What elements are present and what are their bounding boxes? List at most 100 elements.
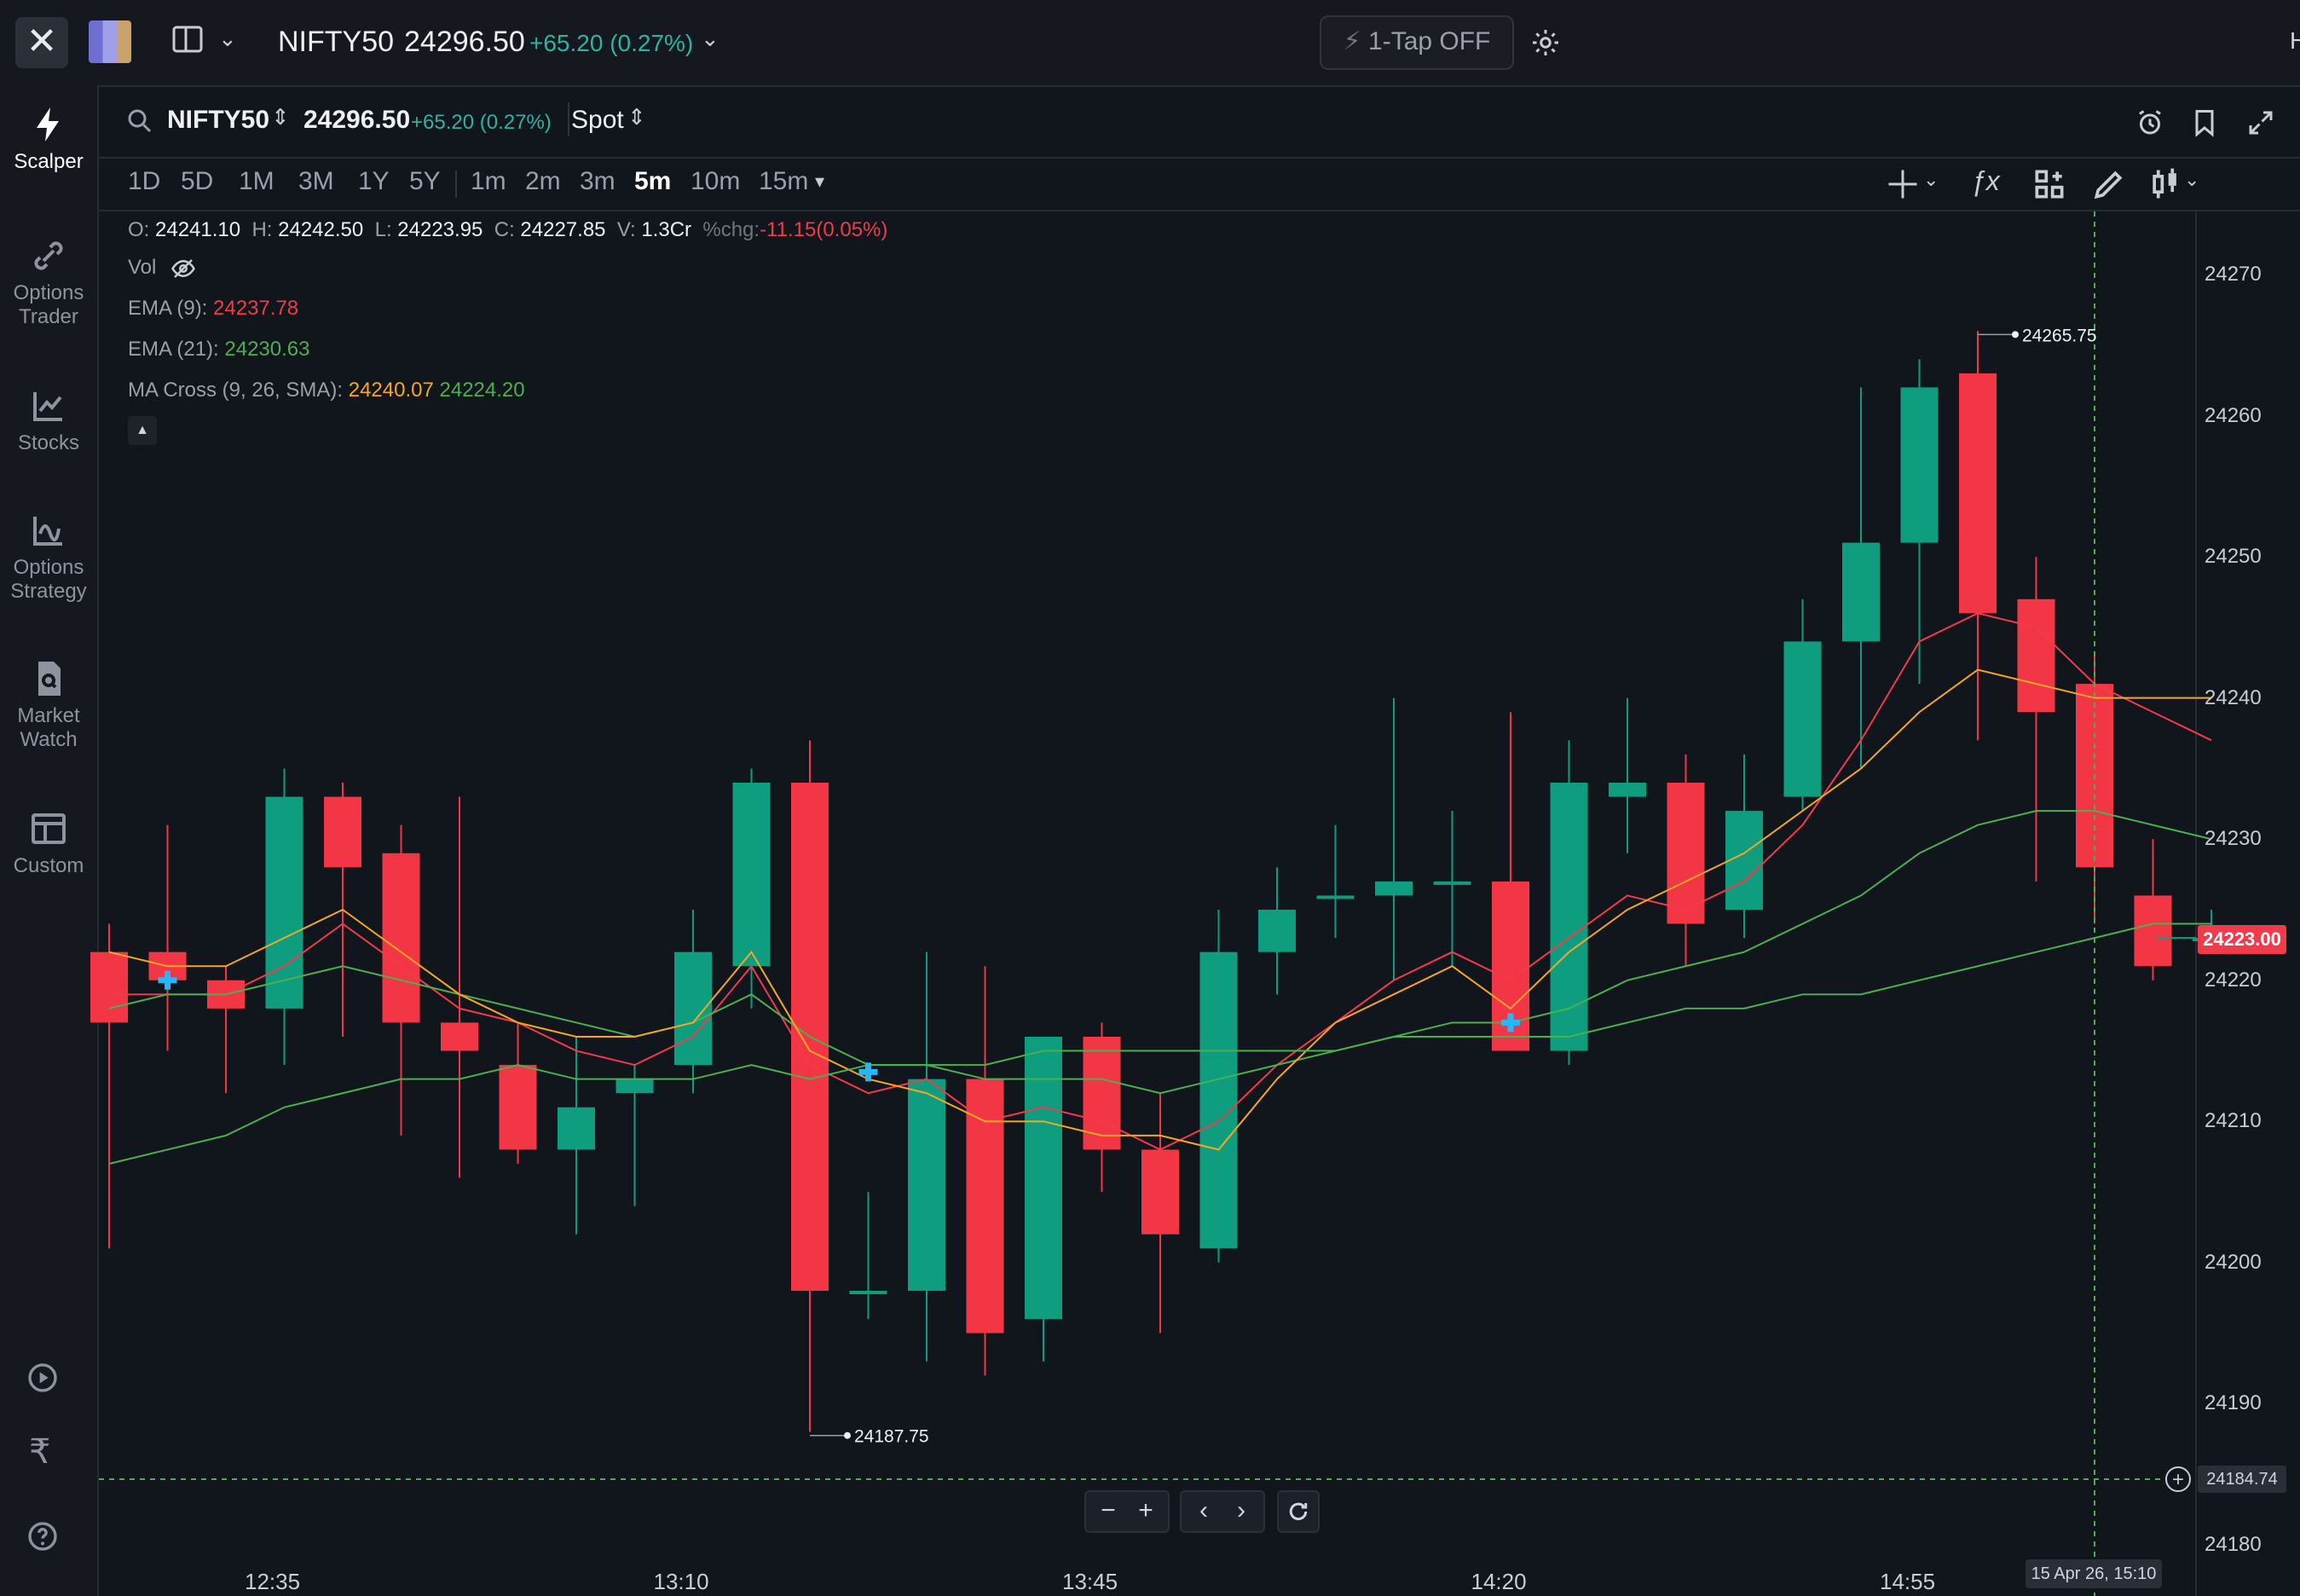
candle[interactable] [1900,359,1939,685]
candle[interactable] [265,768,303,1066]
timeframe-1m-range[interactable]: 1M [239,167,274,195]
timeframe-5d[interactable]: 5D [181,167,214,195]
one-tap-toggle[interactable]: ⚡ 1-Tap OFF [1320,15,1514,70]
candle[interactable] [674,910,712,1094]
price-tick-label: 24220 [2205,968,2262,992]
layout-toggle-icon[interactable] [170,22,205,56]
candle[interactable] [1725,754,1763,939]
timeframe-5y[interactable]: 5Y [409,167,441,195]
candle[interactable] [1667,754,1705,967]
top-symbol[interactable]: NIFTY50 [278,26,395,58]
collapse-legend-button[interactable]: ▲ [128,416,157,445]
crosshair-date-label: 15 Apr 26, 15:10 [2026,1559,2162,1588]
cursor-dropdown-icon[interactable]: ⌄ [1923,169,1939,190]
candle[interactable] [148,824,187,1051]
search-icon[interactable] [124,106,155,136]
vol-legend[interactable]: Vol [128,256,196,280]
interval-1m[interactable]: 1m [471,167,506,195]
open-label: O: [128,218,150,241]
sidebar-item-scalper[interactable]: Scalper [0,104,97,174]
candle[interactable] [1258,867,1296,995]
segment-sort-icon[interactable]: ⇕ [627,104,646,130]
sidebar-item-stocks[interactable]: Stocks [0,385,97,455]
macross-legend[interactable]: MA Cross (9, 26, SMA): 24240.07 24224.20 [128,379,525,402]
candle[interactable] [207,966,245,1094]
candle[interactable] [90,923,128,1249]
candle[interactable] [966,966,1004,1376]
candle[interactable] [908,951,945,1362]
segment-select[interactable]: Spot [571,106,624,134]
expand-icon[interactable] [2245,107,2276,138]
interval-15m[interactable]: 15m [759,167,809,195]
play-icon[interactable] [26,1361,60,1395]
interval-5m[interactable]: 5m [634,167,672,195]
candle[interactable] [1433,811,1471,967]
chart-type-candle-icon[interactable] [2147,165,2184,203]
high-value: 24242.50 [278,218,364,241]
candle[interactable] [1842,387,1880,769]
candle[interactable] [2017,557,2055,882]
draw-pencil-icon[interactable] [2090,165,2128,203]
timeframe-1d[interactable]: 1D [128,167,161,195]
pan-right-button[interactable]: › [1237,1496,1245,1524]
chart-symbol[interactable]: NIFTY50 [167,106,270,134]
candle[interactable] [324,783,361,1037]
ema9-legend[interactable]: EMA (9): 24237.78 [128,297,298,321]
timeframe-3m-range[interactable]: 3M [298,167,334,195]
sidebar-item-options-trader[interactable]: Options Trader [0,235,97,329]
candle[interactable] [1550,740,1588,1066]
interval-3m[interactable]: 3m [580,167,615,195]
crosshair-icon[interactable] [1884,165,1921,203]
candle[interactable] [499,1022,537,1164]
sidebar-item-market-watch[interactable]: Market Watch [0,658,97,752]
indicators-fx-icon[interactable]: ƒx [1971,165,2000,196]
timeframe-1y[interactable]: 1Y [358,167,390,195]
candle[interactable] [791,740,829,1432]
interval-10m[interactable]: 10m [691,167,741,195]
candle[interactable] [441,796,478,1178]
candle[interactable] [1783,598,1822,812]
one-tap-label: 1-Tap OFF [1368,27,1491,55]
candle-body [1375,881,1413,896]
candle[interactable] [1959,331,1997,741]
candle[interactable] [1083,1022,1121,1193]
eye-hidden-icon[interactable] [170,257,196,280]
candle[interactable] [1199,910,1238,1263]
candle[interactable] [2134,839,2172,980]
symbol-chevron-down-icon[interactable]: ⌄ [701,26,719,51]
ema21-legend[interactable]: EMA (21): 24230.63 [128,338,309,361]
templates-grid-icon[interactable] [2031,165,2068,203]
chart-type-dropdown-icon[interactable]: ⌄ [2184,169,2200,190]
help-icon[interactable] [26,1519,60,1553]
bookmark-icon[interactable] [2189,107,2220,138]
reset-chart-button[interactable] [1277,1490,1320,1533]
layout-chevron-down-icon[interactable]: ⌄ [218,26,237,51]
candle[interactable] [732,768,771,1009]
symbol-sort-icon[interactable]: ⇕ [271,104,290,130]
candle[interactable] [558,1037,595,1235]
candle[interactable] [1316,824,1355,939]
rupee-icon[interactable]: ₹ [29,1433,51,1471]
candle[interactable] [1609,697,1646,853]
candle[interactable] [849,1192,887,1320]
candle[interactable] [615,1065,654,1206]
candle[interactable] [1025,1037,1062,1362]
vol-label: Vol [128,256,157,279]
alarm-icon[interactable] [2135,107,2165,138]
candle[interactable] [1141,1093,1179,1333]
volume-value: 1.3Cr [641,218,692,241]
sidebar-item-options-strategy[interactable]: Options Strategy [0,510,97,604]
add-alert-plus-button[interactable]: + [2165,1466,2191,1492]
close-button[interactable]: ✕ [15,17,68,68]
candle[interactable] [382,824,420,1136]
interval-dropdown-icon[interactable]: ▾ [815,171,825,192]
zoom-in-button[interactable]: + [1138,1496,1153,1524]
candle[interactable] [1375,697,1413,980]
interval-2m[interactable]: 2m [525,167,561,195]
sidebar-item-custom[interactable]: Custom [0,808,97,878]
zoom-out-button[interactable]: − [1101,1496,1116,1524]
candle-body [1959,373,1997,614]
pan-left-button[interactable]: ‹ [1199,1496,1208,1524]
gear-icon[interactable] [1530,27,1561,58]
